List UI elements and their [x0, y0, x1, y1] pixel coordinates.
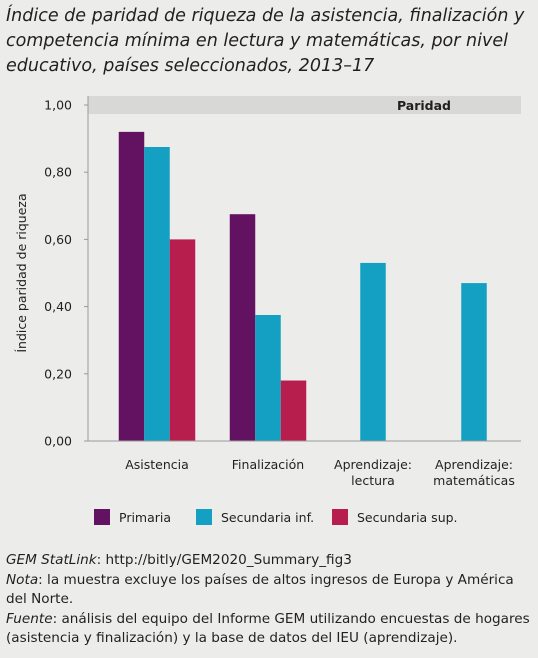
parity-label: Paridad — [397, 98, 451, 113]
chart-title: Índice de paridad de riqueza de la asist… — [6, 4, 534, 79]
bar — [144, 147, 170, 441]
note-lead: Nota — [6, 571, 39, 588]
y-tick-label: 0,60 — [44, 232, 72, 247]
x-tick-label: Asistencia — [125, 457, 189, 472]
source-lead: Fuente — [6, 610, 53, 627]
y-axis-label: Índice paridad de riqueza — [14, 193, 29, 352]
note-text: : la muestra excluye los países de altos… — [6, 571, 514, 608]
source-text: : análisis del equipo del Informe GEM ut… — [6, 610, 530, 647]
bar — [280, 380, 307, 441]
bar — [118, 131, 145, 441]
bar — [255, 315, 281, 441]
legend-swatch — [94, 509, 110, 525]
bar — [360, 262, 386, 441]
statlink-lead: GEM StatLink — [6, 552, 97, 568]
chart-footer: GEM StatLink: http://bitly/GEM2020_Summa… — [6, 551, 534, 649]
title-line: educativo, países seleccionados, 2013–17 — [6, 56, 375, 76]
legend-swatch — [332, 509, 348, 525]
bar — [169, 239, 196, 441]
title-line: Índice de paridad de riqueza de la asist… — [6, 6, 525, 26]
x-tick-label: Finalización — [232, 457, 304, 472]
y-tick-label: 0,40 — [44, 299, 72, 314]
x-tick-label: matemáticas — [433, 473, 515, 488]
legend-label: Secundaria sup. — [357, 510, 458, 525]
parity-band — [88, 96, 521, 114]
source: Fuente: análisis del equipo del Informe … — [6, 610, 534, 649]
bar — [229, 214, 256, 441]
y-tick-label: 0,80 — [44, 165, 72, 180]
statlink-text: : http://bitly/GEM2020_Summary_fig3 — [96, 552, 352, 568]
legend-label: Secundaria inf. — [221, 510, 314, 525]
x-tick-label: lectura — [351, 473, 395, 488]
y-tick-label: 0,20 — [44, 366, 72, 381]
legend-swatch — [196, 509, 212, 525]
note: Nota: la muestra excluye los países de a… — [6, 571, 534, 610]
x-tick-label: Aprendizaje: — [334, 457, 412, 472]
y-tick-label: 0,00 — [44, 434, 72, 449]
bar-chart: Paridad 0,00 0,20 0,40 0,60 0,80 1,00 Índice pa… — [14, 96, 521, 525]
x-tick-label: Aprendizaje: — [435, 457, 513, 472]
y-tick-label: 1,00 — [44, 98, 72, 113]
bar — [461, 283, 487, 441]
legend-label: Primaria — [119, 510, 171, 525]
statlink: GEM StatLink: http://bitly/GEM2020_Summa… — [6, 551, 534, 571]
title-line: competencia mínima en lectura y matemáti… — [6, 31, 508, 51]
